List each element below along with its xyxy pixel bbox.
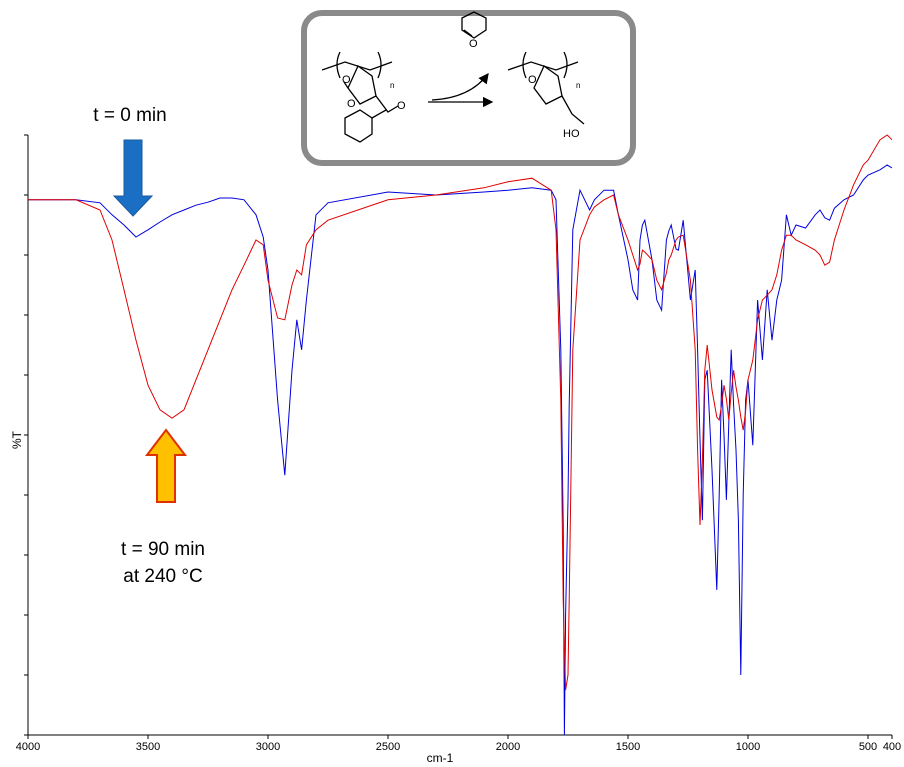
x-tick-label: 1500: [616, 741, 640, 753]
reaction-scheme: O O O n O O n HO: [301, 10, 636, 166]
spectrum-line: [28, 164, 893, 736]
x-axis-label: cm-1: [427, 751, 454, 765]
annotation: t = 90 min: [121, 539, 205, 560]
x-tick-label: 400: [883, 741, 901, 753]
atom-label: O: [397, 100, 406, 112]
x-tick-label: 2000: [496, 741, 520, 753]
spectrum-line: [28, 134, 893, 691]
atom-label: O: [342, 74, 351, 86]
x-tick-label: 2500: [376, 741, 400, 753]
blue-arrow: [112, 139, 154, 217]
atom-label: O: [347, 98, 356, 110]
atom-label: n: [576, 81, 580, 90]
x-tick-label: 500: [859, 741, 877, 753]
x-tick-label: 3500: [136, 741, 160, 753]
atom-label: HO: [563, 128, 580, 140]
y-axis-label: %T: [10, 430, 24, 449]
x-tick-label: 4000: [16, 741, 40, 753]
axes: [27, 135, 892, 736]
x-tick-label: 1000: [736, 741, 760, 753]
atom-label: O: [469, 38, 478, 50]
orange-arrow: [144, 428, 188, 503]
annotation: t = 0 min: [93, 105, 166, 126]
atom-label: n: [390, 81, 394, 90]
atom-label: O: [528, 74, 537, 86]
x-tick-label: 3000: [256, 741, 280, 753]
annotation: at 240 °C: [123, 566, 202, 587]
